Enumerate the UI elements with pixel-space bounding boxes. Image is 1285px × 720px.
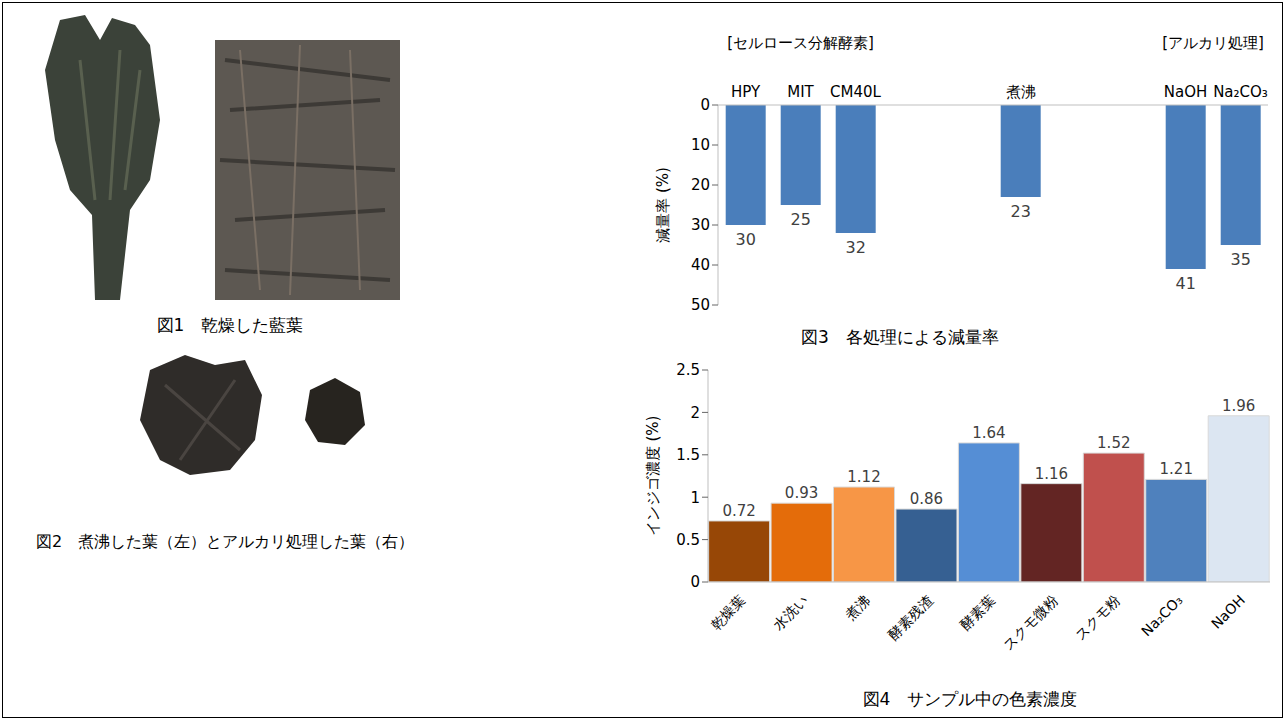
svg-text:1.5: 1.5 xyxy=(676,446,700,464)
svg-text:25: 25 xyxy=(791,210,811,229)
svg-text:0.86: 0.86 xyxy=(910,490,943,508)
html-text:図4 サンプル中の色素濃度: 図4 サンプル中の色素濃度 xyxy=(862,689,1078,709)
svg-text:0.72: 0.72 xyxy=(722,502,755,520)
svg-text:CM40L: CM40L xyxy=(830,83,882,101)
html-text:[セルロース分解酵素]: [セルロース分解酵素] xyxy=(727,34,874,52)
svg-text:30: 30 xyxy=(691,216,710,234)
svg-text:20: 20 xyxy=(691,176,710,194)
svg-text:煮沸: 煮沸 xyxy=(842,592,873,623)
svg-text:50: 50 xyxy=(691,296,710,314)
svg-text:2: 2 xyxy=(690,404,700,422)
svg-text:35: 35 xyxy=(1231,250,1251,269)
svg-text:1.16: 1.16 xyxy=(1035,465,1068,483)
html-text:図1 乾燥した藍葉: 図1 乾燥した藍葉 xyxy=(156,315,304,335)
html-text:図2 煮沸した葉（左）とアルカリ処理した葉（右）: 図2 煮沸した葉（左）とアルカリ処理した葉（右） xyxy=(35,532,415,551)
svg-text:32: 32 xyxy=(846,238,866,257)
svg-text:減量率 (%): 減量率 (%) xyxy=(654,167,672,243)
svg-text:NaOH: NaOH xyxy=(1164,83,1208,101)
svg-text:NaOH: NaOH xyxy=(1208,592,1248,632)
svg-text:インジゴ濃度 (%): インジゴ濃度 (%) xyxy=(644,416,662,537)
svg-text:1.64: 1.64 xyxy=(972,424,1005,442)
svg-text:2.5: 2.5 xyxy=(676,361,700,379)
svg-text:スクモ粉: スクモ粉 xyxy=(1072,592,1123,643)
svg-text:Na₂CO₃: Na₂CO₃ xyxy=(1138,592,1185,639)
svg-text:酵素葉: 酵素葉 xyxy=(957,592,998,633)
svg-text:1.21: 1.21 xyxy=(1160,460,1193,478)
svg-text:1.96: 1.96 xyxy=(1222,397,1255,415)
svg-text:水洗い: 水洗い xyxy=(770,592,811,633)
svg-text:0.5: 0.5 xyxy=(676,531,700,549)
svg-text:10: 10 xyxy=(691,136,710,154)
html-text:[アルカリ処理]: [アルカリ処理] xyxy=(1162,34,1264,52)
svg-text:1.52: 1.52 xyxy=(1097,434,1130,452)
svg-text:41: 41 xyxy=(1176,274,1196,293)
svg-text:煮沸: 煮沸 xyxy=(1006,83,1036,101)
svg-text:MIT: MIT xyxy=(787,83,814,101)
svg-text:0.93: 0.93 xyxy=(785,484,818,502)
svg-text:スクモ微粉: スクモ微粉 xyxy=(1000,592,1061,653)
svg-text:0: 0 xyxy=(700,96,710,114)
svg-text:乾燥葉: 乾燥葉 xyxy=(707,592,748,633)
svg-text:1.12: 1.12 xyxy=(847,468,880,486)
svg-text:30: 30 xyxy=(736,230,756,249)
svg-text:酵素残渣: 酵素残渣 xyxy=(885,592,936,643)
html-text:図3 各処理による減量率: 図3 各処理による減量率 xyxy=(801,327,999,347)
svg-text:HPY: HPY xyxy=(731,83,761,101)
svg-text:40: 40 xyxy=(691,256,710,274)
svg-text:Na₂CO₃: Na₂CO₃ xyxy=(1213,83,1268,101)
svg-text:0: 0 xyxy=(690,573,700,591)
svg-text:23: 23 xyxy=(1011,202,1031,221)
svg-text:1: 1 xyxy=(690,489,700,507)
